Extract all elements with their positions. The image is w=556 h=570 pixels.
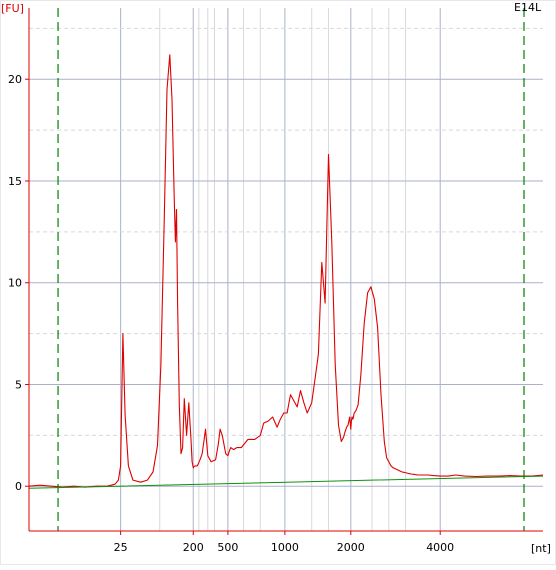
x-tick-label: 1000 — [271, 541, 299, 554]
y-tick-label: 15 — [8, 175, 22, 188]
y-tick-label: 10 — [8, 277, 22, 290]
marker-layer — [57, 8, 525, 531]
y-tick-label: 5 — [15, 378, 22, 391]
sample-label: E14L — [514, 1, 542, 14]
x-tick-label: 2000 — [337, 541, 365, 554]
y-tick-label: 0 — [15, 480, 22, 493]
y-tick-label: 20 — [8, 73, 22, 86]
tick-label-layer: 0 5 10 15 20 25 200 500 1000 2000 4000 — [8, 73, 454, 554]
series-layer — [28, 54, 544, 489]
x-tick-label: 500 — [217, 541, 238, 554]
x-tick-label: 4000 — [426, 541, 454, 554]
x-axis-label: [nt] — [531, 542, 551, 555]
y-axis-label: [FU] — [1, 2, 24, 15]
baseline-line — [28, 475, 544, 489]
grid-layer — [29, 8, 543, 531]
x-tick-label: 200 — [183, 541, 204, 554]
axis-layer — [28, 8, 543, 532]
electropherogram-trace — [28, 54, 544, 488]
x-tick-label: 25 — [114, 541, 128, 554]
